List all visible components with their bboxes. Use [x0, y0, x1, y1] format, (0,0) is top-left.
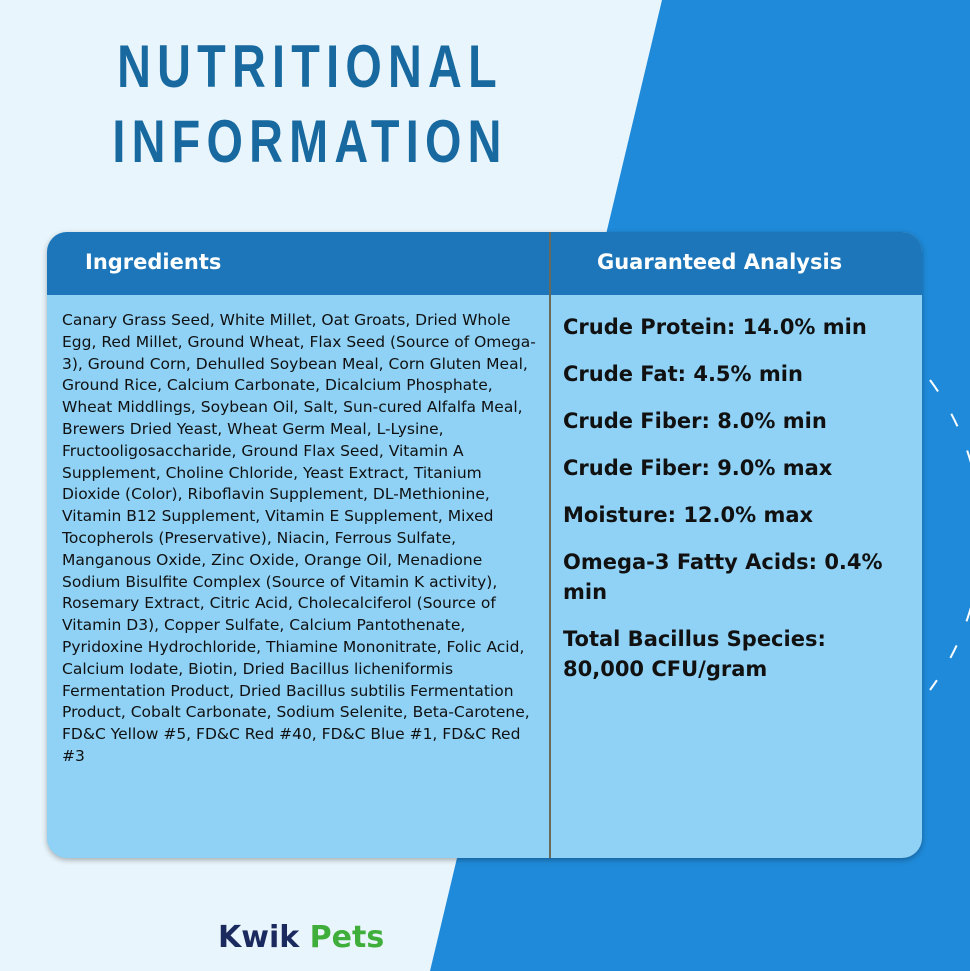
analysis-item: Moisture: 12.0% max [563, 503, 814, 527]
column-header: Ingredients [85, 250, 222, 274]
analysis-item: Crude Protein: 14.0% min [563, 315, 867, 339]
analysis-item: Crude Fat: 4.5% min [563, 362, 803, 386]
divider [549, 232, 551, 858]
dashed-arc [929, 379, 970, 691]
title-line: INFORMATION [112, 108, 508, 175]
title-line: NUTRITIONAL [117, 33, 503, 100]
column-header: Guaranteed Analysis [597, 250, 843, 274]
table-card: Ingredients Guaranteed Analysis Canary G… [47, 232, 922, 858]
ingredients-text: Canary Grass Seed, White Millet, Oat Gro… [62, 311, 536, 765]
analysis-item: Total Bacillus Species: 80,000 CFU/gram [563, 627, 826, 681]
analysis-list: Crude Protein: 14.0% min Crude Fat: 4.5% … [563, 312, 898, 701]
analysis-item: Crude Fiber: 9.0% max [563, 456, 833, 480]
brand-logo: Kwik Pets [218, 920, 384, 955]
brand-word: Pets [309, 920, 385, 955]
analysis-item: Omega-3 Fatty Acids: 0.4% min [563, 550, 883, 604]
analysis-item: Crude Fiber: 8.0% min [563, 409, 827, 433]
header-band [47, 232, 922, 295]
brand-word: Kwik [218, 920, 300, 955]
